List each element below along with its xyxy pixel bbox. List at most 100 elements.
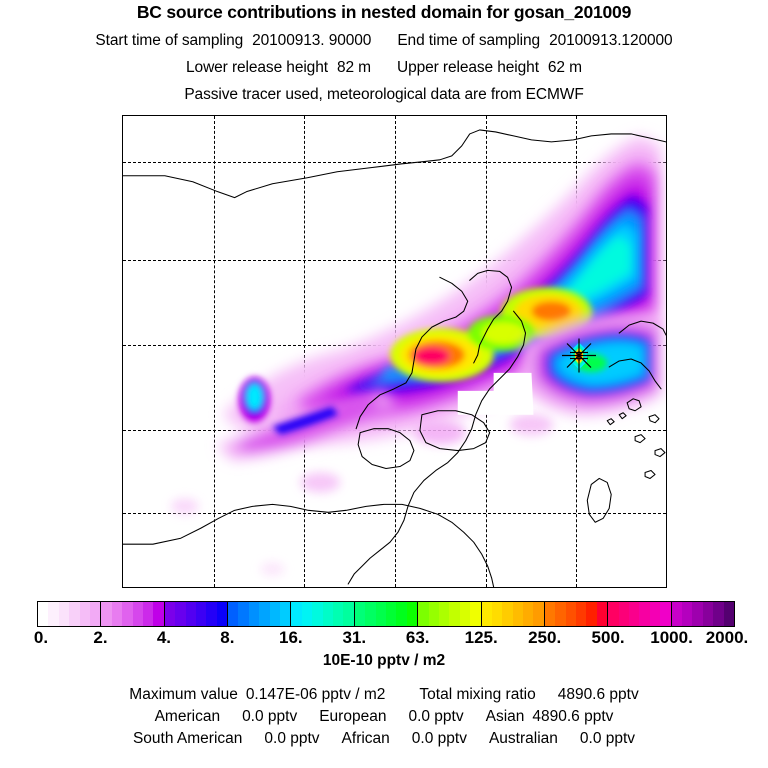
region-value-european: 0.0 pptv: [408, 708, 464, 725]
colorbar[interactable]: [37, 601, 735, 627]
colorbar-swatch: [502, 602, 513, 626]
colorbar-segment: [164, 602, 229, 626]
colorbar-swatch: [343, 602, 354, 626]
colorbar-segment: [418, 602, 482, 626]
region-value-american: 0.0 pptv: [242, 708, 298, 725]
colorbar-tick: 0.: [33, 628, 49, 647]
end-time-value: 20100913.120000: [549, 32, 673, 49]
colorbar-swatch: [544, 602, 556, 626]
colorbar-swatch: [38, 602, 49, 626]
colorbar-tick: 4.: [156, 628, 171, 647]
colorbar-swatch: [301, 602, 313, 626]
statistics-footer: Maximum value 0.147E-06 pptv / m2 Total mi…: [0, 684, 768, 750]
colorbar-swatch: [111, 602, 123, 626]
colorbar-swatch: [702, 602, 714, 626]
colorbar-swatch: [175, 602, 186, 626]
colorbar-swatch: [354, 602, 366, 626]
colorbar-swatch: [681, 602, 693, 626]
colorbar-tick: 1000.: [650, 628, 693, 647]
colorbar-swatch: [58, 602, 70, 626]
region-label-african: African: [341, 730, 390, 747]
colorbar-gradient: [37, 601, 735, 627]
colorbar-swatch: [216, 602, 228, 626]
colorbar-swatch: [365, 602, 376, 626]
colorbar-swatch: [491, 602, 503, 626]
map-plot-panel[interactable]: [122, 115, 667, 588]
total-mixing-ratio-value: 4890.6 pptv: [557, 686, 639, 703]
colorbar-swatch: [385, 602, 397, 626]
colorbar-swatch: [713, 602, 724, 626]
colorbar-swatch: [565, 602, 577, 626]
colorbar-swatch: [312, 602, 323, 626]
region-label-australian: Australian: [488, 730, 558, 747]
colorbar-swatch: [259, 602, 270, 626]
colorbar-segment: [228, 602, 292, 626]
colorbar-swatch: [132, 602, 143, 626]
colorbar-tick: 500.: [591, 628, 625, 647]
lower-release-value: 82 m: [336, 59, 371, 76]
colorbar-segment: [354, 602, 419, 626]
end-time-label: End time of sampling: [397, 32, 541, 49]
colorbar-swatch: [618, 602, 630, 626]
colorbar-segment: [101, 602, 165, 626]
colorbar-swatch: [512, 602, 524, 626]
region-row-1: American 0.0 pptv European 0.0 pptv Asian 489…: [0, 706, 768, 728]
colorbar-segment: [38, 602, 102, 626]
colorbar-segment: [291, 602, 355, 626]
colorbar-tick: 2000.: [705, 628, 749, 647]
colorbar-swatch: [586, 602, 597, 626]
colorbar-swatch: [608, 602, 619, 626]
colorbar-tick: 31.: [342, 628, 367, 647]
colorbar-tick: 8.: [220, 628, 235, 647]
colorbar-swatch: [671, 602, 682, 626]
colorbar-swatch: [142, 602, 154, 626]
colorbar-tick: 16.: [278, 628, 303, 647]
colorbar-swatch: [438, 602, 450, 626]
region-label-european: European: [319, 708, 387, 725]
colorbar-swatch: [660, 602, 671, 626]
colorbar-swatch: [89, 602, 101, 626]
region-label-south-american: South American: [132, 730, 243, 747]
start-time-value: 20100913. 90000: [252, 32, 372, 49]
colorbar-tick: 250.: [528, 628, 562, 647]
upper-release-label: Upper release height: [397, 59, 539, 76]
colorbar-swatch: [629, 602, 640, 626]
colorbar-swatch: [375, 602, 386, 626]
colorbar-swatch: [406, 602, 418, 626]
page-title: BC source contributions in nested domain…: [136, 2, 632, 22]
colorbar-swatch: [101, 602, 112, 626]
maximum-value: 0.147E-06 pptv / m2: [245, 686, 386, 703]
total-mixing-ratio-label: Total mixing ratio: [419, 686, 536, 703]
colorbar-swatch: [459, 602, 471, 626]
colorbar-tick-labels: 0. 2. 4. 8. 16. 31. 63. 125. 250. 500. 1000. 2000.: [0, 628, 768, 650]
concentration-field: [170, 135, 662, 577]
colorbar-swatch: [195, 602, 207, 626]
region-row-2: South American 0.0 pptv African 0.0 pptv Aus…: [0, 728, 768, 750]
upper-release-value: 62 m: [547, 59, 582, 76]
colorbar-segment: [608, 602, 672, 626]
colorbar-swatch: [280, 602, 291, 626]
region-value-south-american: 0.0 pptv: [264, 730, 320, 747]
colorbar-swatch: [269, 602, 281, 626]
colorbar-unit-label: 10E-10 pptv / m2: [322, 652, 446, 669]
map-canvas: [123, 116, 666, 587]
station-marker[interactable]: [553, 329, 605, 386]
colorbar-swatch: [248, 602, 260, 626]
colorbar-swatch: [185, 602, 196, 626]
colorbar-swatch: [333, 602, 344, 626]
colorbar-swatch: [418, 602, 429, 626]
release-height-row: Lower release height 82 m Upper release he…: [0, 59, 768, 77]
region-label-asian: Asian: [485, 708, 525, 725]
region-value-asian: 4890.6 pptv: [532, 708, 614, 725]
colorbar-swatch: [322, 602, 333, 626]
region-value-australian: 0.0 pptv: [579, 730, 636, 747]
colorbar-swatch: [596, 602, 608, 626]
colorbar-swatch: [523, 602, 534, 626]
coastline-overlay: [123, 129, 666, 587]
region-value-african: 0.0 pptv: [411, 730, 467, 747]
colorbar-swatch: [122, 602, 133, 626]
colorbar-tick: 125.: [464, 628, 498, 647]
tracer-note: Passive tracer used, meteorological data…: [184, 86, 584, 103]
colorbar-swatch: [291, 602, 302, 626]
sampling-time-row: Start time of sampling 20100913. 90000 End…: [0, 32, 768, 50]
